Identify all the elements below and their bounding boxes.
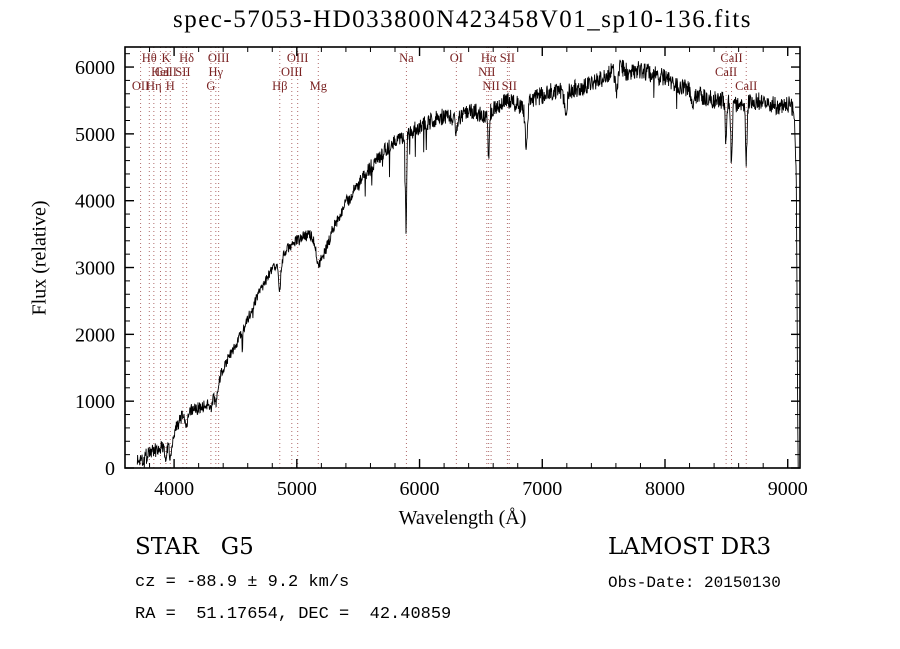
y-tick-label: 1000 <box>75 391 115 413</box>
survey-label: LAMOST DR3 <box>608 534 772 560</box>
marker-label: CaII <box>720 51 742 65</box>
x-axis-label: Wavelength (Å) <box>398 507 527 529</box>
obs-date-value: Obs-Date: 20150130 <box>608 574 781 592</box>
axis-frame <box>124 46 801 469</box>
marker-label: OII <box>132 79 149 93</box>
marker-label: OIII <box>287 51 309 65</box>
marker-label: SII <box>175 65 190 79</box>
x-tick-label: 8000 <box>645 478 685 500</box>
x-tick-label: 7000 <box>522 478 562 500</box>
spectrum-path <box>136 59 799 468</box>
marker-label: OIII <box>208 51 230 65</box>
marker-label: CaII <box>735 79 757 93</box>
cz-value: cz = -88.9 ± 9.2 km/s <box>135 573 350 592</box>
x-tick-label: 9000 <box>768 478 808 500</box>
marker-label: NII <box>482 79 499 93</box>
marker-label: SII <box>500 51 515 65</box>
x-tick-label: 5000 <box>277 478 317 500</box>
marker-label: G <box>206 79 215 93</box>
object-class-label: STAR G5 <box>135 534 254 560</box>
ra-dec-value: RA = 51.17654, DEC = 42.40859 <box>135 605 452 624</box>
y-tick-label: 3000 <box>75 258 115 280</box>
y-tick-label: 4000 <box>75 191 115 213</box>
x-tick-label: 6000 <box>400 478 440 500</box>
marker-label: SII <box>502 79 517 93</box>
y-tick-label: 0 <box>105 458 115 480</box>
spectral-line-markers: OIIHθHηHeICaIIKHSIIHδGHγOIIIHβOIIIOIIIMg… <box>132 47 757 468</box>
marker-label: CaII <box>155 65 177 79</box>
marker-label: Hα <box>481 51 497 65</box>
marker-label: CaII <box>715 65 737 79</box>
marker-label: HeI <box>151 65 170 79</box>
y-axis-label: Flux (relative) <box>28 200 51 316</box>
marker-label: Mg <box>310 79 328 93</box>
marker-label: Hγ <box>209 65 224 79</box>
marker-label: Hδ <box>179 51 194 65</box>
marker-label: Hβ <box>272 79 287 93</box>
marker-label: Hθ <box>142 51 157 65</box>
marker-label: NII <box>478 65 495 79</box>
axes: 4000 5000 6000 7000 8000 9000 0 1000 2000 3000 400… <box>75 46 808 500</box>
marker-label: Hη <box>146 79 162 93</box>
plot-title: spec-57053-HD033800N423458V01_sp10-136.f… <box>172 6 753 33</box>
y-tick-label: 6000 <box>75 57 115 79</box>
marker-label: H <box>166 79 175 93</box>
marker-label: OIII <box>281 65 303 79</box>
y-tick-label: 2000 <box>75 324 115 346</box>
marker-label: K <box>161 51 170 65</box>
x-tick-label: 4000 <box>154 478 194 500</box>
y-tick-label: 5000 <box>75 124 115 146</box>
marker-label: Na <box>399 51 414 65</box>
marker-label: OI <box>450 51 463 65</box>
